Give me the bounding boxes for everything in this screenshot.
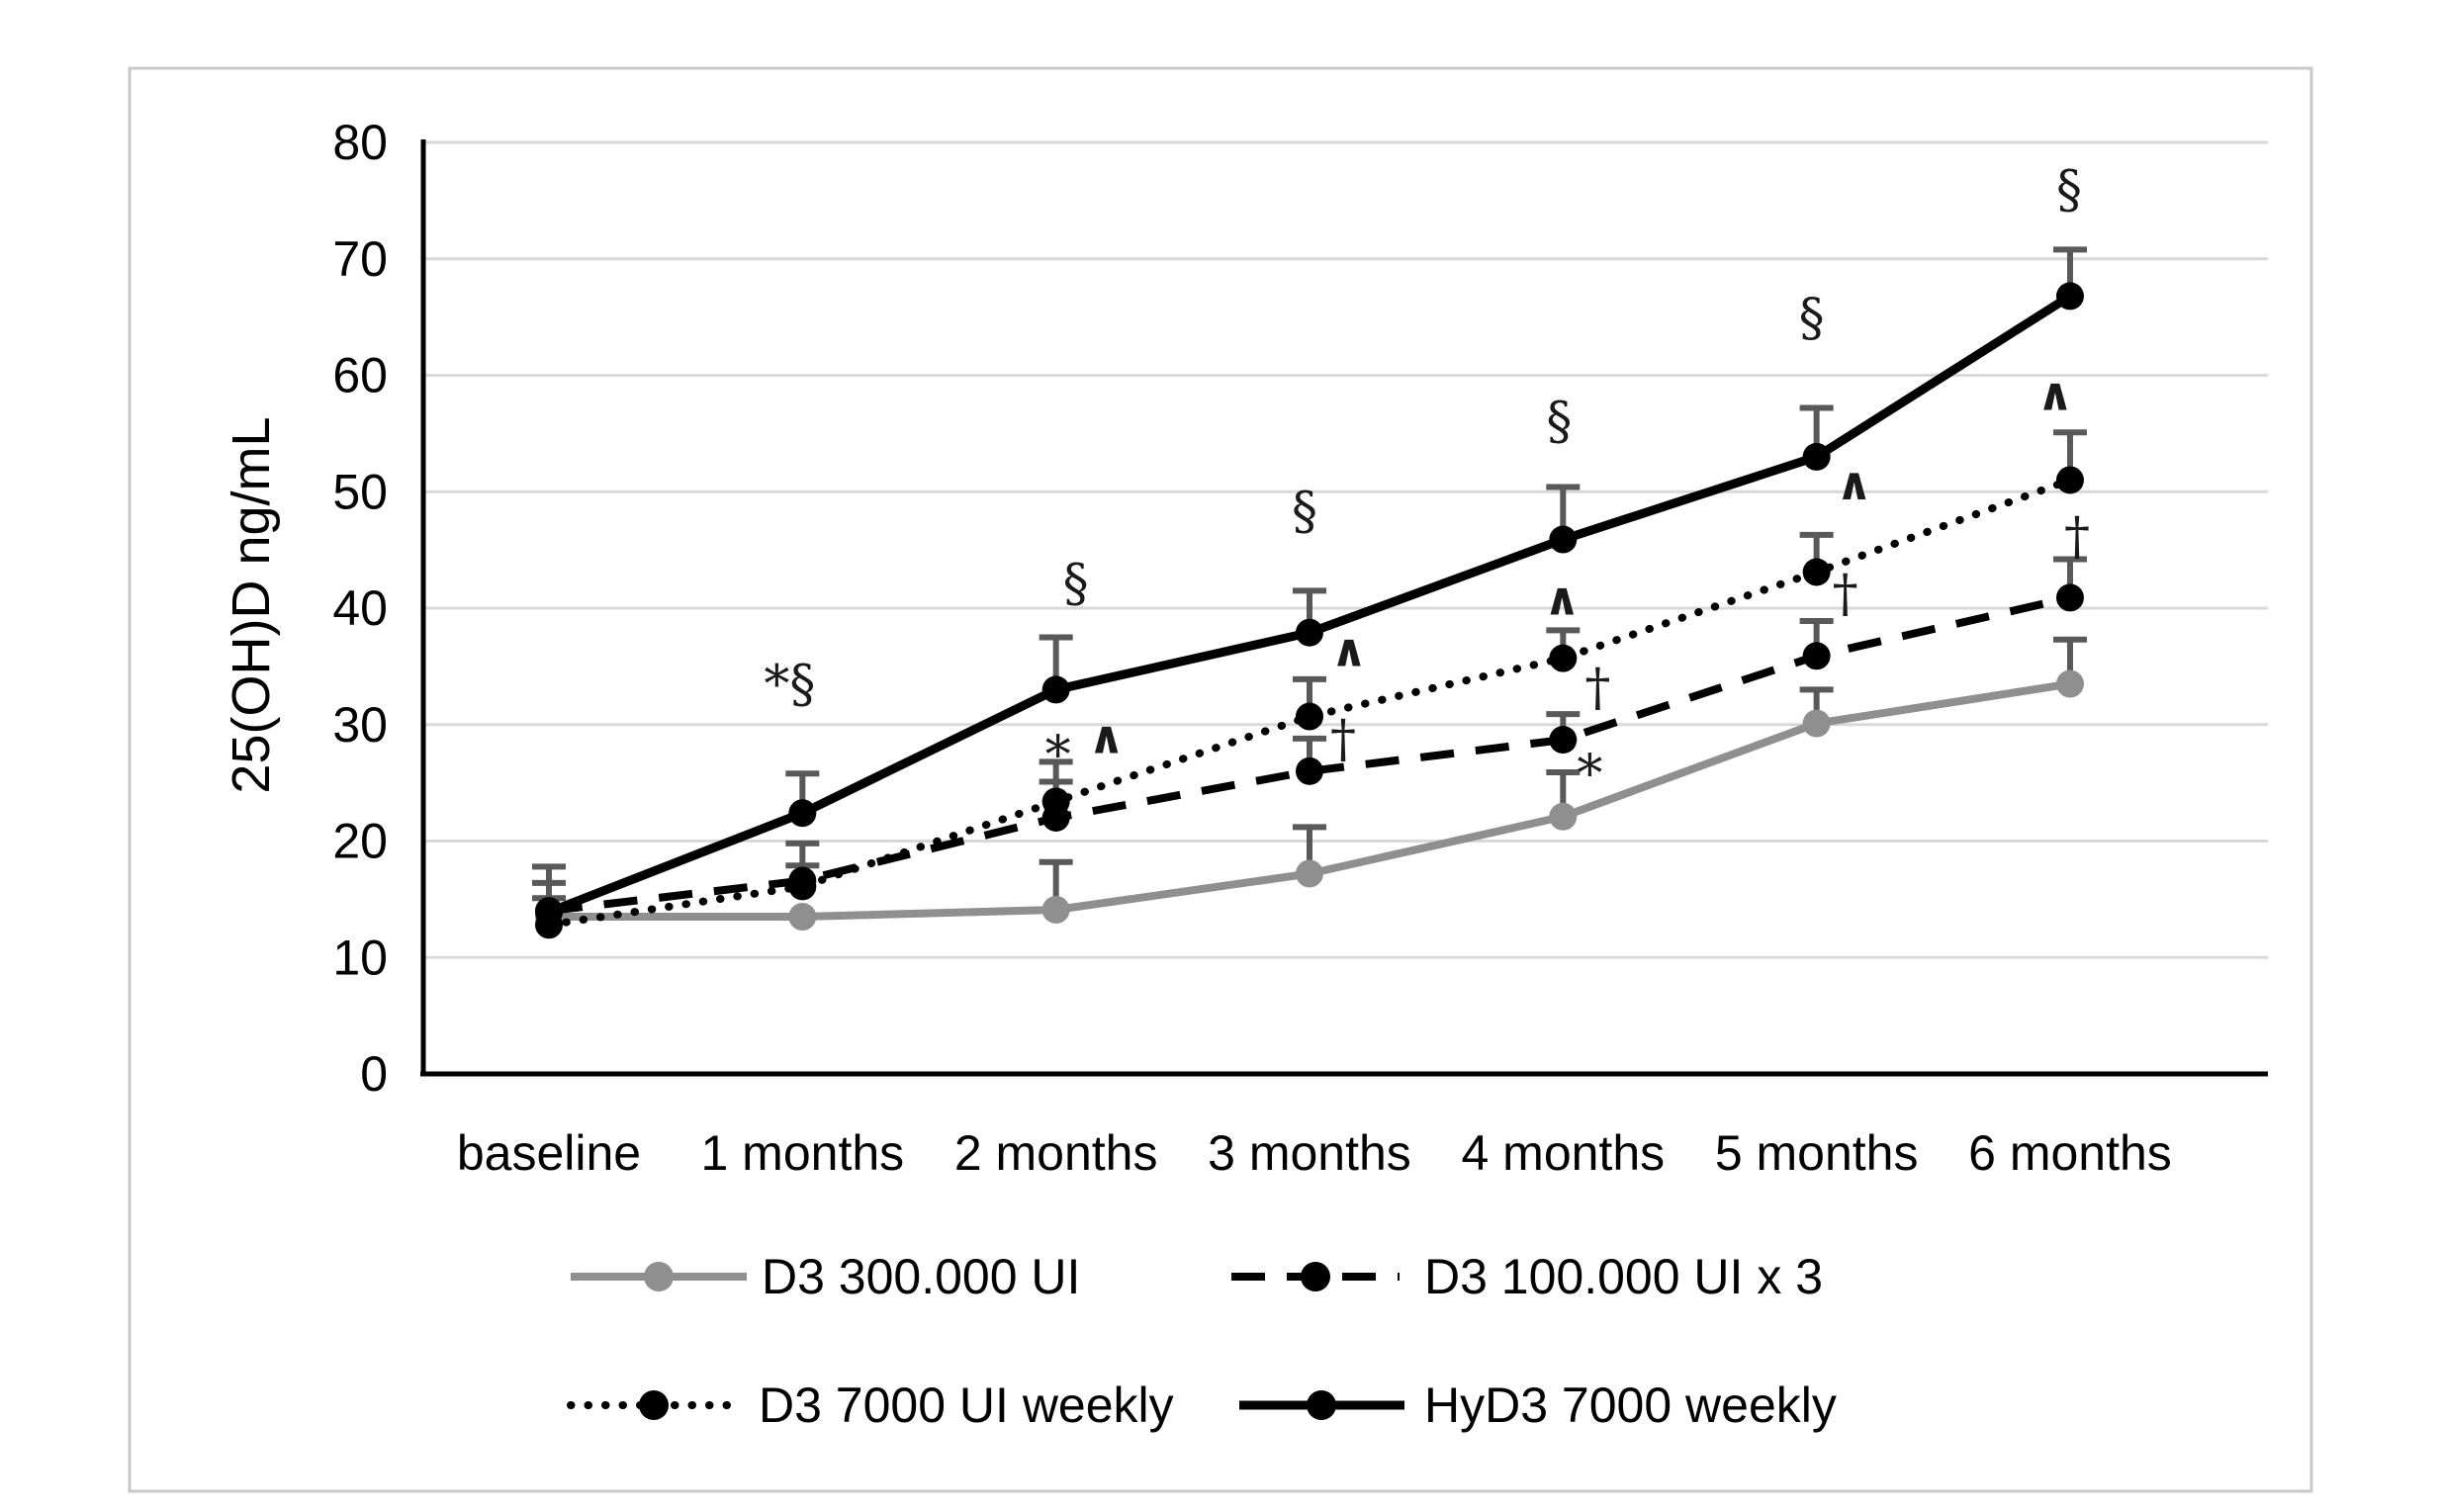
data-point-marker-d3-300000-ui	[1549, 802, 1578, 831]
x-category-label: 4 months	[1461, 1125, 1665, 1181]
legend-swatch-marker	[639, 1390, 669, 1420]
legend-swatch-marker	[644, 1262, 674, 1291]
data-point-marker-d3-300000-ui	[2055, 669, 2084, 698]
data-point-marker-d3-100000-ui-x3	[1802, 642, 1831, 670]
y-tick-label: 30	[332, 697, 388, 753]
data-point-marker-d3-7000-ui-weekly	[788, 872, 817, 901]
annotation-symbol: ∧	[1088, 711, 1125, 764]
annotation-symbol: ∧	[1544, 573, 1581, 626]
data-point-marker-d3-7000-ui-weekly	[1802, 558, 1831, 586]
y-tick-label: 10	[332, 930, 388, 985]
legend-item-d3-7000-ui-weekly: D3 7000 UI weekly	[567, 1378, 1174, 1433]
annotation-symbol: †	[2064, 507, 2090, 567]
x-category-label: 6 months	[1968, 1125, 2172, 1181]
y-tick-label: 60	[332, 348, 388, 403]
x-category-label: 5 months	[1715, 1125, 1919, 1181]
annotation-symbol: ∧	[2036, 367, 2073, 420]
data-point-marker-hyd3-7000-weekly	[1802, 442, 1831, 471]
y-tick-label: 70	[332, 231, 388, 287]
data-point-marker-hyd3-7000-weekly	[1041, 675, 1070, 704]
y-tick-label: 80	[332, 115, 388, 170]
data-point-marker-hyd3-7000-weekly	[1295, 618, 1323, 647]
data-point-marker-d3-100000-ui-x3	[1549, 726, 1578, 755]
annotation-symbol: ∧	[1836, 457, 1872, 510]
legend-label: D3 300.000 UI	[762, 1249, 1080, 1304]
x-category-label: baseline	[457, 1125, 641, 1181]
y-tick-label: 20	[332, 814, 388, 869]
y-tick-label: 40	[332, 580, 388, 636]
annotation-symbol: †	[1584, 659, 1610, 718]
annotation-symbol: §	[1799, 289, 1825, 348]
annotation-symbol: ∧	[1330, 623, 1367, 676]
data-point-marker-d3-300000-ui	[1802, 709, 1831, 738]
y-tick-label: 50	[332, 464, 388, 519]
annotation-symbol: †	[1330, 710, 1356, 769]
y-axis-title: 25(OH)D ng/mL	[222, 416, 281, 793]
figure-frame	[128, 66, 2313, 1493]
annotation-symbol: §	[1063, 554, 1089, 613]
legend-item-d3-300000-ui: D3 300.000 UI	[571, 1249, 1080, 1304]
annotation-symbol: †	[1833, 565, 1858, 624]
annotation-symbol: *	[1045, 726, 1071, 785]
legend-swatch-marker	[1307, 1390, 1336, 1420]
data-point-marker-d3-7000-ui-weekly	[1549, 644, 1578, 672]
annotation-symbol: §	[2056, 160, 2082, 220]
annotation-symbol: *	[1577, 745, 1602, 804]
x-category-label: 1 months	[700, 1125, 904, 1181]
data-point-marker-d3-300000-ui	[1295, 859, 1323, 888]
legend-swatch-marker	[1301, 1262, 1330, 1291]
data-point-marker-d3-300000-ui	[1041, 895, 1070, 924]
data-point-marker-hyd3-7000-weekly	[2055, 282, 2084, 311]
legend-label: D3 7000 UI weekly	[759, 1378, 1174, 1433]
data-point-marker-d3-100000-ui-x3	[1295, 756, 1323, 785]
annotation-symbol: §	[1546, 393, 1572, 452]
x-category-label: 3 months	[1208, 1125, 1411, 1181]
data-point-marker-hyd3-7000-weekly	[788, 799, 817, 828]
legend-item-d3-100000-ui-x3: D3 100.000 UI x 3	[1231, 1249, 1823, 1304]
data-point-marker-d3-7000-ui-weekly	[1041, 787, 1070, 816]
annotation-symbol: §	[1292, 482, 1317, 541]
data-point-marker-hyd3-7000-weekly	[535, 898, 563, 927]
data-point-marker-d3-300000-ui	[788, 903, 817, 932]
annotation-symbol: *§	[764, 656, 815, 715]
data-point-marker-d3-7000-ui-weekly	[2055, 466, 2084, 494]
data-point-marker-d3-100000-ui-x3	[2055, 583, 2084, 612]
legend-label: D3 100.000 UI x 3	[1424, 1249, 1823, 1304]
legend-item-hyd3-7000-weekly: HyD3 7000 weekly	[1239, 1378, 1837, 1433]
y-tick-label: 0	[360, 1046, 388, 1102]
data-point-marker-d3-7000-ui-weekly	[1295, 702, 1323, 731]
legend-label: HyD3 7000 weekly	[1424, 1378, 1837, 1433]
x-category-label: 2 months	[954, 1125, 1158, 1181]
data-point-marker-hyd3-7000-weekly	[1549, 525, 1578, 554]
